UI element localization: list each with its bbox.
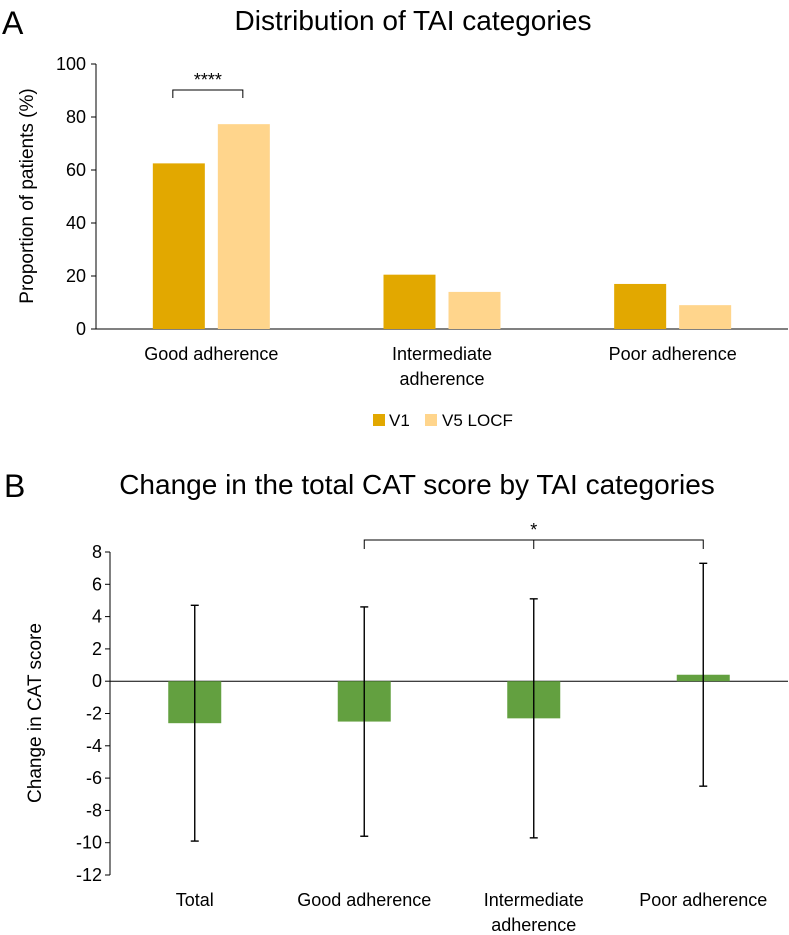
panel-a-y-tick-label: 80 [66, 107, 86, 127]
panel-b-significance-label: * [530, 520, 537, 540]
panel-b-significance-bracket [363, 539, 704, 549]
panel-a-ylabel: Proportion of patients (%) [17, 88, 38, 303]
panel-b-x-tick-label: Intermediate [484, 890, 584, 910]
panel-b-title: Change in the total CAT score by TAI cat… [119, 469, 715, 500]
panel-a-x-tick-label: adherence [399, 369, 484, 389]
panel-b-y-tick-label: 0 [92, 671, 102, 691]
panel-b-x-tick-label: Good adherence [297, 890, 431, 910]
panel-b-x-tick-label: Poor adherence [639, 890, 767, 910]
legend-label-v1: V1 [389, 411, 410, 430]
panel-a-bar-v5 [217, 124, 270, 329]
panel-b-y-tick-label: 6 [92, 574, 102, 594]
panel-a-y-tick-label: 100 [56, 54, 86, 74]
panel-a-bar-v5 [448, 291, 501, 329]
panel-a-y-tick-label: 0 [76, 319, 86, 339]
panel-b-y-tick-label: -12 [76, 865, 102, 885]
panel-a-significance-bracket [172, 89, 244, 98]
panel-a-x-tick-label: Poor adherence [609, 344, 737, 364]
panel-a-x-tick-label: Good adherence [144, 344, 278, 364]
panel-b-y-tick-label: -6 [86, 768, 102, 788]
panel-a-bar-v1 [152, 163, 205, 329]
panel-b-x-tick-label: adherence [491, 915, 576, 935]
panel-b-y-tick-label: 8 [92, 542, 102, 562]
panel-a-y-tick-label: 40 [66, 213, 86, 233]
legend-swatch-v1 [373, 414, 385, 426]
panel-a-bar-v5 [679, 305, 732, 329]
legend: V1 V5 LOCF [373, 411, 513, 430]
panel-b-x-tick-label: Total [176, 890, 214, 910]
legend-label-v5: V5 LOCF [442, 411, 513, 430]
panel-b-y-tick-label: 2 [92, 639, 102, 659]
panel-a-y-tick-label: 20 [66, 266, 86, 286]
panel-a-significance-label: **** [194, 70, 222, 90]
panel-b-ylabel: Change in CAT score [25, 623, 46, 803]
panel-b-chart: -12 -10 -8 -6 -4 -2 0 2 4 6 8 Total Good adherence In… [76, 520, 788, 935]
panel-a-chart: 0 20 40 60 80 100 Good adherence Intermediate ad… [56, 54, 788, 389]
panel-a-y-tick-label: 60 [66, 160, 86, 180]
panel-a-bar-v1 [614, 283, 667, 329]
panel-b-y-tick-label: -2 [86, 704, 102, 724]
panel-a-title: Distribution of TAI categories [235, 5, 592, 36]
panel-b-y-tick-label: -10 [76, 833, 102, 853]
panel-a-bar-v1 [383, 274, 436, 329]
panel-b-y-tick-label: -8 [86, 800, 102, 820]
panel-b-y-tick-label: -4 [86, 736, 102, 756]
panel-b-label: B [4, 468, 25, 504]
legend-swatch-v5 [425, 414, 437, 426]
panel-a-label: A [2, 5, 24, 41]
panel-b-y-tick-label: 4 [92, 607, 102, 627]
panel-a-x-tick-label: Intermediate [392, 344, 492, 364]
